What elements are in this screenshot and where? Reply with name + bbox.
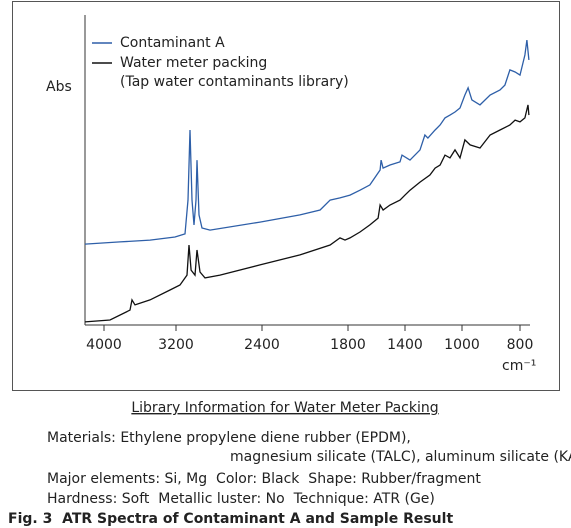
x-tick-label: 3200 (158, 337, 194, 353)
info-line: Materials: Ethylene propylene diene rubb… (47, 430, 411, 446)
legend-note: (Tap water contaminants library) (120, 74, 349, 90)
spectrum-line (84, 40, 530, 245)
x-tick-label: 1400 (387, 337, 423, 353)
info-title: Library Information for Water Meter Pack… (131, 400, 438, 416)
legend-label: Contaminant A (120, 35, 225, 51)
x-axis-label: cm⁻¹ (502, 358, 536, 374)
info-line: Major elements: Si, Mg Color: Black Shap… (47, 471, 481, 487)
info-line: magnesium silicate (TALC), aluminum sili… (230, 449, 571, 465)
x-tick-label: 800 (507, 337, 534, 353)
x-tick-label: 2400 (244, 337, 280, 353)
info-line: Hardness: Soft Metallic luster: No Techn… (47, 491, 435, 507)
x-tick-label: 4000 (86, 337, 122, 353)
x-tick-label: 1000 (444, 337, 480, 353)
legend-label: Water meter packing (120, 55, 267, 71)
spectrum-line (84, 104, 530, 323)
x-tick-label: 1800 (330, 337, 366, 353)
caption: Fig. 3 ATR Spectra of Contaminant A and … (8, 511, 453, 527)
y-axis-label: Abs (46, 79, 72, 95)
chart-frame (12, 1, 560, 391)
